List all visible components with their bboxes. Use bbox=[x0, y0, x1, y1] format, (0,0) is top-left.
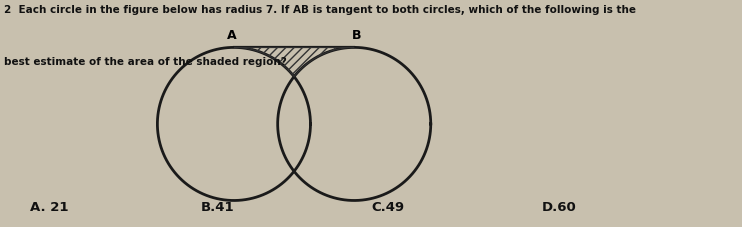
Text: C.49: C.49 bbox=[371, 200, 404, 213]
Text: B.41: B.41 bbox=[200, 200, 234, 213]
Text: D.60: D.60 bbox=[542, 200, 577, 213]
Text: A. 21: A. 21 bbox=[30, 200, 68, 213]
Text: 2  Each circle in the figure below has radius 7. If AB is tangent to both circle: 2 Each circle in the figure below has ra… bbox=[4, 5, 636, 15]
Text: A: A bbox=[227, 29, 237, 42]
Text: B: B bbox=[352, 29, 361, 42]
Text: best estimate of the area of the shaded region?: best estimate of the area of the shaded … bbox=[4, 57, 286, 67]
